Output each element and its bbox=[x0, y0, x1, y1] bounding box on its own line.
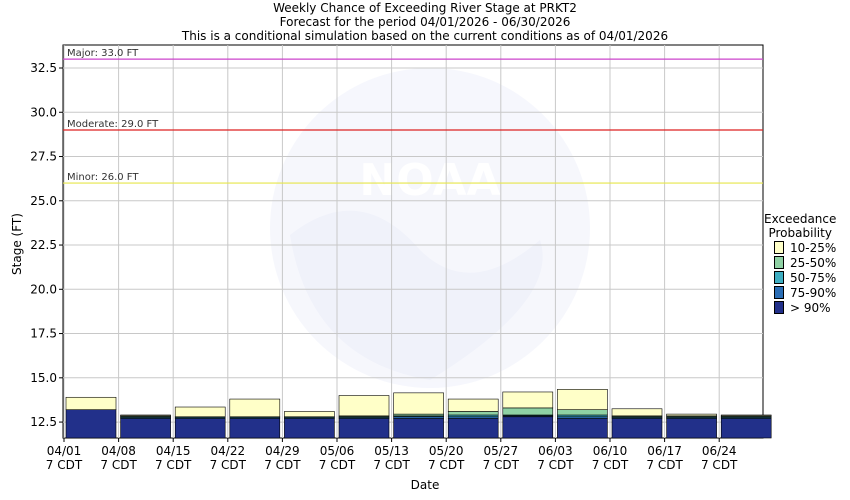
legend-label: 10-25% bbox=[790, 240, 837, 255]
legend-swatch bbox=[774, 286, 784, 299]
bar-segment bbox=[666, 413, 717, 417]
bar-segment bbox=[65, 409, 117, 439]
flood-stage-label-major: Major: 33.0 FT bbox=[67, 48, 139, 59]
x-tick-label: 04/29 bbox=[265, 444, 300, 458]
bar-segment bbox=[284, 411, 335, 418]
bar-segment bbox=[720, 414, 772, 417]
bar-segment bbox=[557, 418, 608, 439]
bar-segment bbox=[174, 406, 226, 418]
legend-title-line-2: Probability bbox=[768, 226, 832, 240]
y-tick-label: 32.5 bbox=[30, 61, 57, 75]
x-tick-sublabel: 7 CDT bbox=[428, 458, 465, 472]
legend-label: 75-90% bbox=[790, 285, 837, 300]
bar-segment bbox=[229, 398, 281, 418]
x-tick-label: 06/17 bbox=[647, 444, 682, 458]
x-tick-label: 04/22 bbox=[211, 444, 246, 458]
bar-segment bbox=[393, 418, 444, 439]
bar-segment bbox=[502, 416, 554, 439]
x-tick-label: 06/03 bbox=[538, 444, 573, 458]
x-tick-label: 06/10 bbox=[593, 444, 628, 458]
legend-swatch bbox=[774, 241, 784, 254]
legend-swatch bbox=[774, 271, 784, 284]
bar-segment bbox=[666, 418, 717, 439]
bar-segment bbox=[557, 409, 608, 416]
chart-title: Weekly Chance of Exceeding River Stage a… bbox=[273, 1, 577, 15]
legend-item: 10-25% bbox=[774, 240, 836, 255]
x-tick-label: 04/01 bbox=[47, 444, 82, 458]
legend-label: 25-50% bbox=[790, 255, 837, 270]
noaa-watermark: NOAA bbox=[270, 68, 590, 388]
legend-title-line-1: Exceedance bbox=[764, 212, 837, 226]
x-tick-sublabel: 7 CDT bbox=[264, 458, 301, 472]
bar-segment bbox=[720, 418, 772, 439]
x-tick-label: 04/15 bbox=[156, 444, 191, 458]
x-tick-label: 05/20 bbox=[429, 444, 464, 458]
bar-segment bbox=[120, 418, 171, 439]
bar-segment bbox=[229, 418, 281, 439]
y-tick-label: 17.5 bbox=[30, 327, 57, 341]
bar-segment bbox=[338, 395, 390, 417]
x-axis-label: Date bbox=[410, 478, 440, 492]
bar-segment bbox=[611, 418, 663, 439]
x-tick-label: 04/08 bbox=[101, 444, 136, 458]
x-tick-sublabel: 7 CDT bbox=[537, 458, 574, 472]
y-tick-label: 22.5 bbox=[30, 238, 57, 252]
x-tick-sublabel: 7 CDT bbox=[646, 458, 683, 472]
x-tick-label: 05/06 bbox=[320, 444, 355, 458]
bar-segment bbox=[174, 418, 226, 439]
flood-stage-label-moderate: Moderate: 29.0 FT bbox=[67, 119, 159, 130]
bar-segment bbox=[447, 418, 499, 439]
legend-item: > 90% bbox=[774, 300, 836, 315]
bar-segment bbox=[502, 391, 554, 409]
bar-segment bbox=[393, 392, 444, 415]
x-tick-sublabel: 7 CDT bbox=[592, 458, 629, 472]
x-tick-sublabel: 7 CDT bbox=[155, 458, 192, 472]
bar-segment bbox=[120, 414, 171, 417]
y-tick-label: 27.5 bbox=[30, 150, 57, 164]
legend-item: 50-75% bbox=[774, 270, 836, 285]
x-tick-sublabel: 7 CDT bbox=[373, 458, 410, 472]
bar-segment bbox=[502, 407, 554, 416]
x-tick-label: 05/13 bbox=[374, 444, 409, 458]
x-tick-label: 06/24 bbox=[702, 444, 737, 458]
bar-segment bbox=[284, 418, 335, 439]
y-tick-label: 20.0 bbox=[30, 282, 57, 296]
x-tick-label: 05/27 bbox=[484, 444, 519, 458]
chart-subtitle: Forecast for the period 04/01/2026 - 06/… bbox=[279, 15, 571, 29]
x-tick-sublabel: 7 CDT bbox=[701, 458, 738, 472]
legend-item: 25-50% bbox=[774, 255, 836, 270]
bar-segment bbox=[557, 389, 608, 410]
svg-text:NOAA: NOAA bbox=[359, 155, 500, 206]
bar-segment bbox=[447, 398, 499, 412]
x-tick-sublabel: 7 CDT bbox=[483, 458, 520, 472]
x-tick-sublabel: 7 CDT bbox=[210, 458, 247, 472]
flood-stage-label-minor: Minor: 26.0 FT bbox=[67, 172, 139, 183]
y-axis-label: Stage (FT) bbox=[10, 213, 24, 275]
x-tick-sublabel: 7 CDT bbox=[46, 458, 83, 472]
y-tick-label: 12.5 bbox=[30, 415, 57, 429]
legend-swatch bbox=[774, 256, 784, 269]
legend-swatch bbox=[774, 301, 784, 314]
bar-segment bbox=[65, 396, 117, 410]
bar-segment bbox=[338, 418, 390, 439]
y-tick-label: 25.0 bbox=[30, 194, 57, 208]
legend-item: 75-90% bbox=[774, 285, 836, 300]
bar-segment bbox=[447, 411, 499, 416]
y-tick-label: 15.0 bbox=[30, 371, 57, 385]
chart-subtitle-2: This is a conditional simulation based o… bbox=[181, 29, 669, 43]
legend-label: > 90% bbox=[790, 300, 831, 315]
legend: Exceedance Probability 10-25% 25-50% 50-75… bbox=[764, 212, 837, 315]
y-tick-label: 30.0 bbox=[30, 105, 57, 119]
x-tick-sublabel: 7 CDT bbox=[319, 458, 356, 472]
x-tick-sublabel: 7 CDT bbox=[100, 458, 137, 472]
bar-segment bbox=[611, 408, 663, 417]
legend-label: 50-75% bbox=[790, 270, 837, 285]
